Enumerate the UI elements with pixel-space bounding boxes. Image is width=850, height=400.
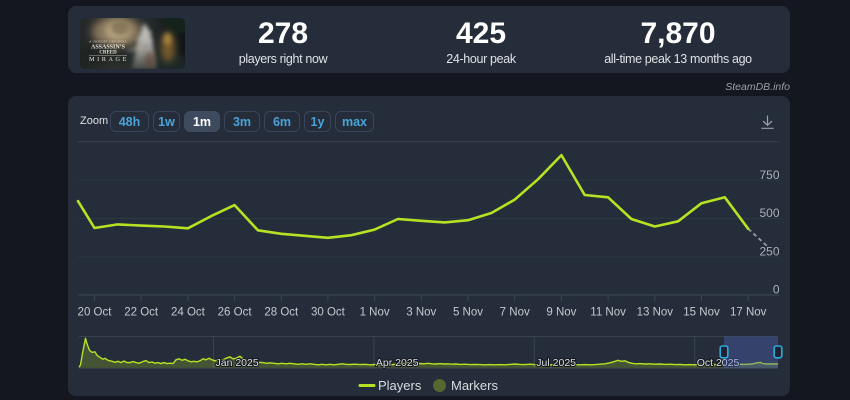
svg-text:26 Oct: 26 Oct — [218, 307, 253, 319]
svg-text:24 Oct: 24 Oct — [171, 307, 206, 319]
svg-text:Jul 2025: Jul 2025 — [536, 357, 576, 369]
svg-text:11 Nov: 11 Nov — [590, 307, 626, 319]
svg-text:CREED: CREED — [99, 51, 117, 56]
svg-text:Jan 2025: Jan 2025 — [216, 357, 259, 369]
svg-text:250: 250 — [759, 244, 779, 258]
svg-text:30 Oct: 30 Oct — [311, 307, 346, 319]
svg-text:750: 750 — [759, 168, 779, 182]
svg-text:Apr 2025: Apr 2025 — [376, 357, 419, 369]
svg-text:ASSASSIN’S: ASSASSIN’S — [91, 45, 126, 51]
svg-text:20 Oct: 20 Oct — [78, 307, 113, 319]
svg-text:A UBISOFT ORIGINAL: A UBISOFT ORIGINAL — [89, 40, 127, 44]
svg-text:0: 0 — [773, 283, 780, 297]
svg-text:1 Nov: 1 Nov — [360, 307, 390, 319]
svg-text:Markers: Markers — [451, 378, 498, 393]
svg-text:Oct 2025: Oct 2025 — [697, 357, 740, 369]
svg-text:7 Nov: 7 Nov — [500, 307, 530, 319]
svg-text:MIRAGE: MIRAGE — [89, 56, 129, 63]
svg-text:500: 500 — [759, 206, 779, 220]
svg-text:22 Oct: 22 Oct — [124, 307, 159, 319]
svg-text:Players: Players — [378, 378, 422, 393]
svg-text:13 Nov: 13 Nov — [637, 307, 674, 319]
svg-text:17 Nov: 17 Nov — [730, 307, 767, 319]
svg-text:3 Nov: 3 Nov — [406, 307, 436, 319]
svg-text:28 Oct: 28 Oct — [264, 307, 299, 319]
svg-text:9 Nov: 9 Nov — [546, 307, 576, 319]
svg-text:5 Nov: 5 Nov — [453, 307, 483, 319]
svg-text:15 Nov: 15 Nov — [683, 307, 720, 319]
